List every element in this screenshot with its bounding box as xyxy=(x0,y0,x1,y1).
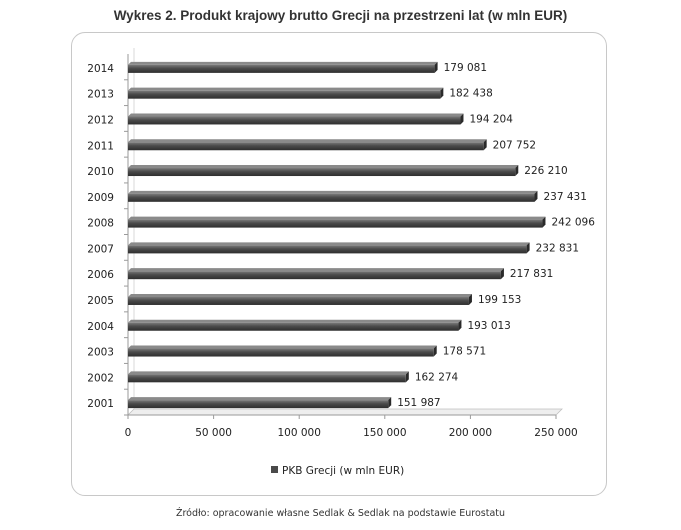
bar xyxy=(128,219,543,228)
legend-label: PKB Grecji (w mln EUR) xyxy=(282,465,404,477)
bar-end-face xyxy=(460,113,464,125)
bar xyxy=(128,374,406,383)
bar xyxy=(128,193,535,202)
y-tick-label: 2004 xyxy=(87,321,114,333)
x-tick-label: 250 000 xyxy=(534,427,577,439)
bar xyxy=(128,116,461,125)
bar-top-face xyxy=(128,345,437,349)
data-label: 226 210 xyxy=(524,165,567,177)
bar-end-face xyxy=(515,165,519,177)
bar-top-face xyxy=(128,113,464,117)
data-label: 242 096 xyxy=(551,217,595,229)
data-label: 182 438 xyxy=(449,88,492,100)
data-label: 178 571 xyxy=(443,346,486,358)
bar xyxy=(128,142,484,151)
bar xyxy=(128,64,435,73)
floor-plane xyxy=(127,408,563,416)
bar-end-face xyxy=(434,61,438,73)
bar-end-face xyxy=(483,139,487,151)
bar-top-face xyxy=(128,190,538,194)
bar-top-face xyxy=(128,293,472,297)
y-tick-label: 2009 xyxy=(87,192,114,204)
bar-end-face xyxy=(388,397,392,409)
y-tick-label: 2005 xyxy=(87,295,114,307)
data-label: 193 013 xyxy=(467,320,510,332)
legend-swatch xyxy=(271,466,278,473)
chart-title: Wykres 2. Produkt krajowy brutto Grecji … xyxy=(113,8,568,23)
x-tick-label: 50 000 xyxy=(195,427,232,439)
data-label: 179 081 xyxy=(444,62,487,74)
x-tick-label: 150 000 xyxy=(363,427,406,439)
data-label: 151 987 xyxy=(397,397,440,409)
data-label: 207 752 xyxy=(493,139,536,151)
bar xyxy=(128,348,434,357)
bar-top-face xyxy=(128,242,530,246)
y-tick-label: 2010 xyxy=(87,166,114,178)
bar-top-face xyxy=(128,319,462,323)
y-tick-label: 2003 xyxy=(87,347,114,359)
data-label: 199 153 xyxy=(478,294,521,306)
bar-end-face xyxy=(433,345,437,357)
data-label: 217 831 xyxy=(510,268,553,280)
bar-end-face xyxy=(440,87,444,99)
bar-top-face xyxy=(128,165,519,169)
bar-top-face xyxy=(128,371,409,375)
bar xyxy=(128,296,469,305)
x-tick-label: 0 xyxy=(125,427,132,439)
bar-top-face xyxy=(128,216,546,220)
bar-top-face xyxy=(128,397,392,401)
bar-top-face xyxy=(128,139,487,143)
bar-end-face xyxy=(500,268,504,280)
y-tick-label: 2006 xyxy=(87,269,114,281)
source-note: Źródło: opracowanie własne Sedlak & Sedl… xyxy=(175,508,506,519)
bar xyxy=(128,271,501,280)
y-tick-label: 2014 xyxy=(87,63,114,75)
bar-end-face xyxy=(458,319,462,331)
data-label: 162 274 xyxy=(415,371,459,383)
bar xyxy=(128,322,459,331)
bar xyxy=(128,168,516,177)
bar-end-face xyxy=(405,371,409,383)
bar-end-face xyxy=(542,216,546,228)
bar xyxy=(128,400,389,409)
data-label: 237 431 xyxy=(543,191,586,203)
bar-top-face xyxy=(128,268,504,272)
y-tick-label: 2011 xyxy=(87,140,114,152)
y-tick-label: 2007 xyxy=(87,243,114,255)
bar-end-face xyxy=(468,293,472,305)
y-tick-label: 2001 xyxy=(87,398,114,410)
bar-top-face xyxy=(128,61,438,65)
bar-top-face xyxy=(128,87,444,91)
chart-frame xyxy=(71,32,607,496)
bar-end-face xyxy=(534,190,538,202)
x-tick-label: 100 000 xyxy=(277,427,320,439)
x-tick-label: 200 000 xyxy=(449,427,492,439)
bar xyxy=(128,245,527,254)
data-label: 194 204 xyxy=(469,113,513,125)
y-tick-label: 2002 xyxy=(87,372,114,384)
y-tick-label: 2008 xyxy=(87,218,114,230)
y-tick-label: 2013 xyxy=(87,89,114,101)
bar xyxy=(128,90,441,99)
y-tick-label: 2012 xyxy=(87,114,114,126)
data-label: 232 831 xyxy=(536,242,579,254)
bar-end-face xyxy=(526,242,530,254)
